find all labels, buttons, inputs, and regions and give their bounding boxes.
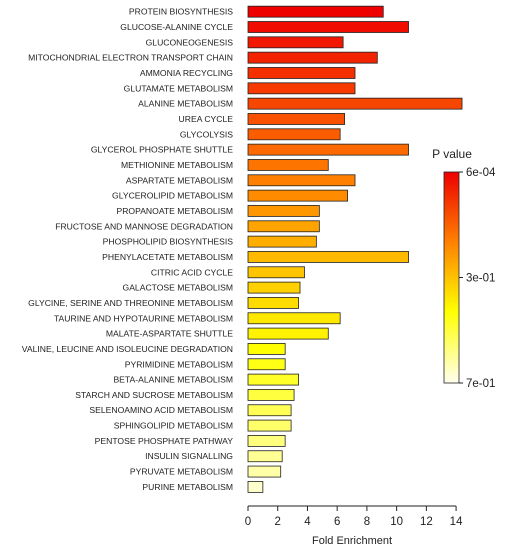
- bar: [247, 297, 299, 309]
- category-label: UREA CYCLE: [179, 114, 234, 124]
- bar: [247, 128, 341, 141]
- bar: [247, 404, 292, 417]
- legend-tick-label: 7e-01: [466, 378, 495, 390]
- category-label: GLYCEROL PHOSPHATE SHUTTLE: [91, 145, 233, 155]
- x-tick-label: 14: [450, 516, 463, 528]
- category-label: PROTEIN BIOSYNTHESIS: [129, 7, 233, 17]
- bar: [247, 220, 320, 233]
- category-label: VALINE, LEUCINE AND ISOLEUCINE DEGRADATI…: [22, 344, 233, 354]
- category-label: ALANINE METABOLISM: [138, 99, 233, 109]
- bar: [247, 97, 463, 110]
- category-label: GLUCOSE-ALANINE CYCLE: [120, 22, 233, 32]
- category-label: PHOSPHOLIPID BIOSYNTHESIS: [103, 237, 234, 247]
- bar: [247, 82, 356, 95]
- category-label: CITRIC ACID CYCLE: [151, 267, 233, 277]
- bar: [247, 343, 286, 355]
- category-label: PHENYLACETATE METABOLISM: [102, 252, 233, 262]
- bars: [247, 5, 463, 493]
- bar: [247, 36, 344, 49]
- bar: [247, 143, 409, 156]
- category-label: MALATE-ASPARTATE SHUTTLE: [106, 329, 233, 339]
- x-tick-label: 8: [364, 516, 370, 528]
- x-tick-label: 2: [275, 516, 281, 528]
- category-label: STARCH AND SUCROSE METABOLISM: [75, 390, 233, 400]
- bar: [247, 266, 305, 279]
- x-axis-title: Fold Enrichment: [312, 535, 392, 547]
- x-axis: 0 2 4 6 8 10 12 14: [245, 505, 463, 528]
- bar: [247, 373, 299, 386]
- bar: [247, 51, 378, 64]
- category-label: AMMONIA RECYCLING: [140, 68, 233, 78]
- bar: [247, 189, 348, 202]
- bar: [247, 450, 283, 463]
- category-label: PURINE METABOLISM: [142, 482, 233, 492]
- bar: [247, 235, 317, 248]
- bar: [247, 465, 282, 478]
- category-label: MITOCHONDRIAL ELECTRON TRANSPORT CHAIN: [28, 53, 233, 63]
- bar: [247, 205, 320, 217]
- bar: [247, 113, 346, 125]
- category-label: TAURINE AND HYPOTAURINE METABOLISM: [54, 313, 233, 323]
- legend-tick-label: 6e-04: [466, 167, 496, 179]
- category-label: SELENOAMINO ACID METABOLISM: [89, 405, 233, 415]
- category-label: GLYCEROLIPID METABOLISM: [112, 191, 233, 201]
- bar: [247, 251, 409, 263]
- x-tick-label: 0: [245, 516, 251, 528]
- category-label: INSULIN SIGNALLING: [145, 451, 233, 461]
- category-label: GLYCOLYSIS: [180, 129, 233, 139]
- legend-color-bar: [443, 171, 460, 384]
- legend-tick-label: 3e-01: [466, 273, 495, 285]
- bar: [247, 159, 329, 171]
- bar: [247, 435, 286, 447]
- x-tick-label: 4: [304, 516, 311, 528]
- x-tick-label: 6: [334, 516, 340, 528]
- bar: [247, 281, 301, 294]
- category-label: GALACTOSE METABOLISM: [123, 283, 233, 293]
- category-labels: PROTEIN BIOSYNTHESIS GLUCOSE-ALANINE CYCL…: [22, 7, 234, 492]
- bar: [247, 21, 409, 33]
- category-label: PYRIMIDINE METABOLISM: [125, 359, 233, 369]
- category-label: GLUCONEOGENESIS: [146, 37, 234, 47]
- bar: [247, 67, 356, 79]
- category-label: PENTOSE PHOSPHATE PATHWAY: [95, 436, 234, 446]
- bar: [247, 174, 356, 187]
- category-label: FRUCTOSE AND MANNOSE DEGRADATION: [55, 221, 233, 231]
- bar: [247, 358, 286, 371]
- bar: [247, 327, 329, 340]
- category-label: PYRUVATE METABOLISM: [130, 467, 233, 477]
- bar: [247, 5, 384, 18]
- category-label: ASPARTATE METABOLISM: [126, 175, 233, 185]
- bar: [247, 480, 264, 493]
- color-legend: P value 6e-04 3e-01 7e-01: [432, 147, 496, 390]
- x-tick-label: 10: [390, 516, 403, 528]
- category-label: SPHINGOLIPID METABOLISM: [114, 421, 233, 431]
- category-label: PROPANOATE METABOLISM: [116, 206, 233, 216]
- category-label: BETA-ALANINE METABOLISM: [113, 375, 233, 385]
- bar: [247, 312, 341, 325]
- category-label: GLUTAMATE METABOLISM: [124, 83, 233, 93]
- category-label: METHIONINE METABOLISM: [121, 160, 233, 170]
- category-label: GLYCINE, SERINE AND THREONINE METABOLISM: [28, 298, 233, 308]
- bar: [247, 389, 295, 401]
- bar: [247, 419, 292, 432]
- x-tick-label: 12: [420, 516, 433, 528]
- legend-title: P value: [432, 147, 472, 161]
